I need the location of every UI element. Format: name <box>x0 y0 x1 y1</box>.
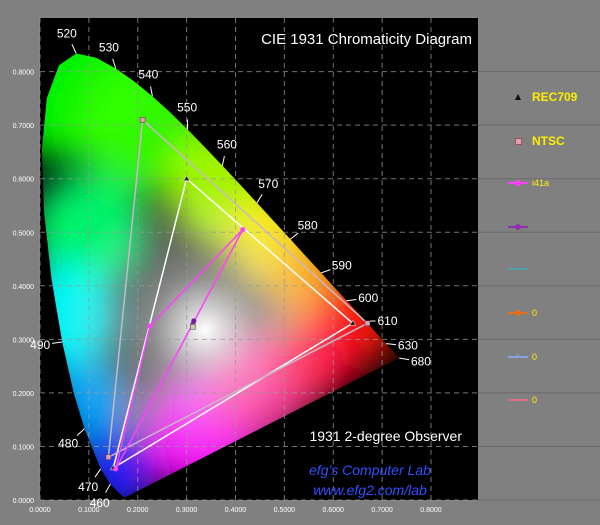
wavelength-tick <box>289 232 299 240</box>
wavelength-label: 490 <box>30 338 50 352</box>
legend-swatch <box>508 395 528 405</box>
grid-lines <box>39 18 600 501</box>
chart-title: CIE 1931 Chromaticity Diagram <box>261 31 472 48</box>
x-tick-label: 0.0000 <box>29 507 51 514</box>
wavelength-label: 560 <box>217 137 237 151</box>
legend-item: i41a <box>508 176 549 190</box>
y-tick-label: 0.5000 <box>13 230 35 237</box>
wavelength-tick <box>52 341 63 344</box>
wavelength-tick <box>105 483 111 493</box>
legend-item: 0 <box>508 306 537 320</box>
legend-swatch <box>508 308 528 318</box>
wavelength-tick <box>76 428 85 436</box>
wavelength-label: 600 <box>358 291 378 305</box>
wavelength-tick <box>385 343 397 346</box>
wavelength-tick <box>256 193 263 204</box>
legend-item: +0 <box>508 350 537 364</box>
wavelength-label: 610 <box>377 314 397 328</box>
wavelength-tick <box>221 155 225 166</box>
x-tick-label: 0.8000 <box>420 507 442 514</box>
y-tick-label: 0.6000 <box>13 177 35 184</box>
legend-swatch <box>508 92 528 102</box>
wavelength-label: 460 <box>90 496 110 510</box>
wavelength-label: 550 <box>177 100 197 114</box>
wavelength-label: 570 <box>258 177 278 191</box>
gamut-polygon <box>112 177 355 470</box>
legend-swatch <box>508 264 528 274</box>
legend-swatch <box>508 136 528 146</box>
legend-item: NTSC <box>508 134 565 148</box>
series-marker <box>113 466 119 472</box>
white-point-marker <box>190 324 196 330</box>
x-tick-label: 0.6000 <box>323 507 345 514</box>
wavelength-label: 520 <box>57 26 77 40</box>
y-tick-label: 0.3000 <box>13 337 35 344</box>
gamut-series <box>105 117 371 472</box>
x-tick-label: 0.2000 <box>127 507 149 514</box>
legend-label: i41a <box>532 178 550 188</box>
series-marker <box>147 323 153 329</box>
series-marker <box>349 319 357 326</box>
wavelength-label: 630 <box>398 339 418 353</box>
legend-item: REC709 <box>508 90 577 104</box>
legend-item <box>508 220 532 234</box>
y-tick-label: 0.8000 <box>13 70 35 77</box>
legend-label: 0 <box>532 395 538 405</box>
wavelength-tick <box>112 58 117 69</box>
axis-ticks: 0.0000 0.1000 0.2000 0.3000 0.4000 0.5000 0.60… <box>13 70 442 514</box>
wavelength-tick <box>320 269 331 274</box>
gamut-polygon <box>107 118 369 459</box>
wavelength-labels: 460 470 480 490 520 530 540 550 560 570 580 590 600 6… <box>30 26 431 510</box>
x-tick-label: 0.5000 <box>274 507 296 514</box>
wavelength-tick <box>71 44 77 54</box>
y-tick-label: 0.7000 <box>13 123 35 130</box>
wavelength-label: 470 <box>78 480 98 494</box>
legend-label: 0 <box>532 352 538 362</box>
legend-item: 0 <box>508 393 537 407</box>
white-point-dot <box>191 318 197 324</box>
wavelength-tick <box>346 298 357 302</box>
wavelength-label: 580 <box>298 219 318 233</box>
gamut-polygon <box>115 229 244 470</box>
legend-label: NTSC <box>532 134 565 148</box>
wavelength-tick <box>94 468 102 478</box>
y-tick-label: 0.0000 <box>13 498 35 505</box>
observer-label: 1931 2-degree Observer <box>309 428 462 444</box>
wavelength-label: 540 <box>138 68 158 82</box>
legend-label: 0 <box>532 308 538 318</box>
wavelength-label: 480 <box>58 436 78 450</box>
legend-label: REC709 <box>532 90 578 104</box>
x-tick-label: 0.1000 <box>78 507 100 514</box>
legend-item <box>508 262 532 276</box>
series-marker <box>139 117 146 123</box>
series-marker <box>105 454 112 460</box>
legend-swatch <box>508 178 528 188</box>
x-tick-label: 0.4000 <box>225 507 247 514</box>
x-tick-label: 0.7000 <box>371 507 393 514</box>
y-tick-label: 0.1000 <box>13 444 35 451</box>
wavelength-label: 680 <box>411 354 431 368</box>
wavelength-label: 530 <box>99 40 119 54</box>
wavelength-tick <box>150 86 153 97</box>
credit-url: www.efg2.com/lab <box>313 482 427 498</box>
x-tick-label: 0.3000 <box>176 507 198 514</box>
credit-label: efg's Computer Lab <box>309 462 431 478</box>
y-tick-label: 0.2000 <box>13 391 35 398</box>
y-tick-label: 0.4000 <box>13 284 35 291</box>
chart-legend: REC709 NTSC i41a 0 +0 0 <box>508 0 598 525</box>
legend-swatch <box>508 222 528 232</box>
wavelength-label: 590 <box>332 259 352 273</box>
series-marker <box>364 320 371 327</box>
legend-swatch: + <box>508 352 528 362</box>
series-marker <box>240 227 246 233</box>
wavelength-tick <box>399 357 410 361</box>
series-marker <box>183 175 191 181</box>
